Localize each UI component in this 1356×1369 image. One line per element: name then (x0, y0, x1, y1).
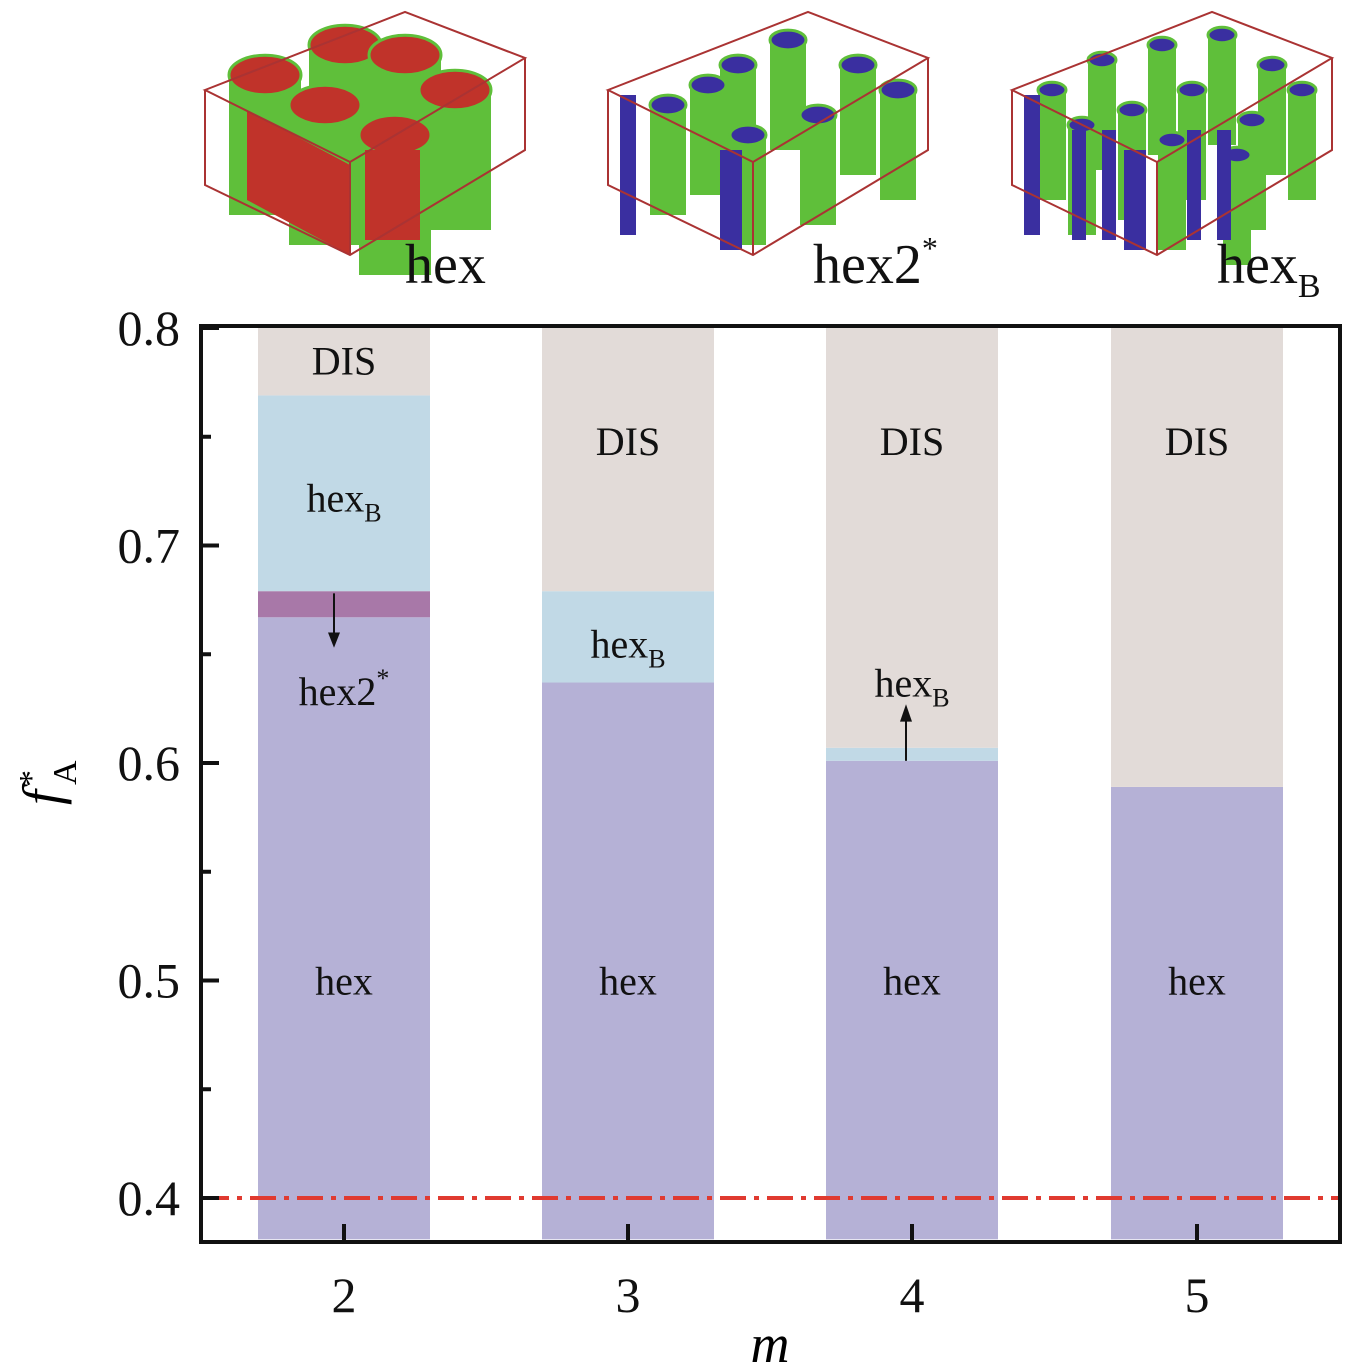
cylinder-cap (688, 73, 728, 97)
bar-2-segment-hexB (258, 395, 430, 592)
phase-label: hex (315, 959, 373, 1004)
cylinder-cap (878, 78, 918, 102)
bar-2-segment-DIS (258, 328, 430, 396)
cylinder (650, 105, 686, 215)
cylinder-front (1102, 130, 1116, 240)
cylinder-front (720, 150, 742, 250)
bar-4-segment-hex (826, 760, 998, 1240)
cylinder (1158, 140, 1186, 250)
cylinder (1208, 35, 1236, 145)
phase-label: hexB (874, 661, 949, 713)
cylinder-cap (1116, 100, 1148, 120)
axes: 0.4 0.5 0.6 0.7 0.8 2 3 4 5 (118, 300, 1210, 1323)
cylinder-front (1124, 150, 1146, 250)
phase-label: hexB (306, 476, 381, 528)
cylinder (1288, 90, 1316, 200)
cylinder-front (247, 110, 350, 255)
bar-3-segment-hexB (542, 591, 714, 683)
cylinder-cap (718, 53, 758, 77)
inset-label: hexB (1217, 234, 1321, 305)
inset-1: hex (202, 10, 528, 296)
bar-2-segment-hex2star (258, 591, 430, 618)
arrowhead (900, 704, 912, 722)
x-tick-label: 2 (332, 1267, 357, 1323)
cylinder-cap (287, 83, 363, 127)
cylinder-cap (1036, 80, 1068, 100)
y-axis-label: f * A (12, 760, 84, 805)
phase-label: hex (1168, 959, 1226, 1004)
cylinder-cap (367, 33, 443, 77)
phase-label: DIS (312, 339, 376, 384)
svg-text:*: * (13, 770, 50, 787)
cylinder-front (620, 95, 636, 235)
cylinder-cap (1256, 55, 1288, 75)
cylinder (840, 65, 876, 175)
x-tick-label: 5 (1185, 1267, 1210, 1323)
inset-2: hex2* (605, 10, 938, 296)
inset-label: hex (405, 234, 486, 296)
cylinder-cap (417, 68, 493, 112)
cylinder-cap (1206, 25, 1238, 45)
cylinder-front (365, 150, 420, 240)
cylinder-cap (227, 53, 303, 97)
phase-label: hexB (590, 621, 665, 673)
cylinder-cap (798, 103, 838, 127)
y-tick-label: 0.5 (118, 953, 181, 1009)
bar-5-segment-DIS (1111, 328, 1283, 787)
cylinder-cap (1156, 130, 1188, 150)
phase-labels: DIS hexB hex2* hex DIS hexB hex DIS hexB hex DIS he… (299, 339, 1230, 1004)
plot-frame (199, 324, 1342, 1244)
bar-3-segment-DIS (542, 328, 714, 592)
cylinder-cap (768, 28, 808, 52)
inset-label: hex2* (813, 230, 938, 296)
cylinder-front (1187, 130, 1201, 240)
phase-label: DIS (880, 419, 944, 464)
bar-5-segment-hex (1111, 786, 1283, 1240)
bar-4-segment-hexB (826, 747, 998, 761)
phase-label: hex (883, 959, 941, 1004)
bar-4-segment-DIS (826, 328, 998, 748)
cylinder (880, 90, 916, 200)
morphology-insets: hex hex2* hexB (202, 10, 1335, 305)
x-tick-label: 3 (616, 1267, 641, 1323)
bars (258, 328, 1283, 1240)
cylinder-front (1072, 130, 1086, 240)
bar-3-segment-hex (542, 682, 714, 1240)
bar-2-segment-hex (258, 617, 430, 1240)
cylinder-cap (648, 93, 688, 117)
cylinder-front (1217, 130, 1231, 240)
x-tick-label: 4 (900, 1267, 925, 1323)
phase-label: hex2* (299, 664, 390, 714)
y-tick-label: 0.8 (118, 300, 181, 356)
phase-label: hex (599, 959, 657, 1004)
y-tick-label: 0.7 (118, 518, 181, 574)
cylinder-front (1024, 95, 1040, 235)
cylinder-cap (1176, 80, 1208, 100)
box-edge (1011, 58, 1333, 257)
phase-label: DIS (596, 419, 660, 464)
inset-3: hexB (1009, 10, 1335, 305)
y-tick-label: 0.6 (118, 735, 181, 791)
arrowhead (328, 632, 340, 648)
cylinder-cap (838, 53, 878, 77)
cylinder-cap (1286, 80, 1318, 100)
phase-label: DIS (1165, 419, 1229, 464)
box-edge (607, 58, 929, 257)
y-tick-label: 0.4 (118, 1170, 181, 1226)
x-axis-label: m (751, 1314, 790, 1369)
svg-text:A: A (47, 760, 84, 785)
cylinder-cap (1146, 35, 1178, 55)
cylinder-cap (728, 123, 768, 147)
cylinder (1038, 90, 1066, 200)
cylinder (800, 115, 836, 225)
box-edge (204, 58, 526, 257)
cylinder-cap (1236, 110, 1268, 130)
